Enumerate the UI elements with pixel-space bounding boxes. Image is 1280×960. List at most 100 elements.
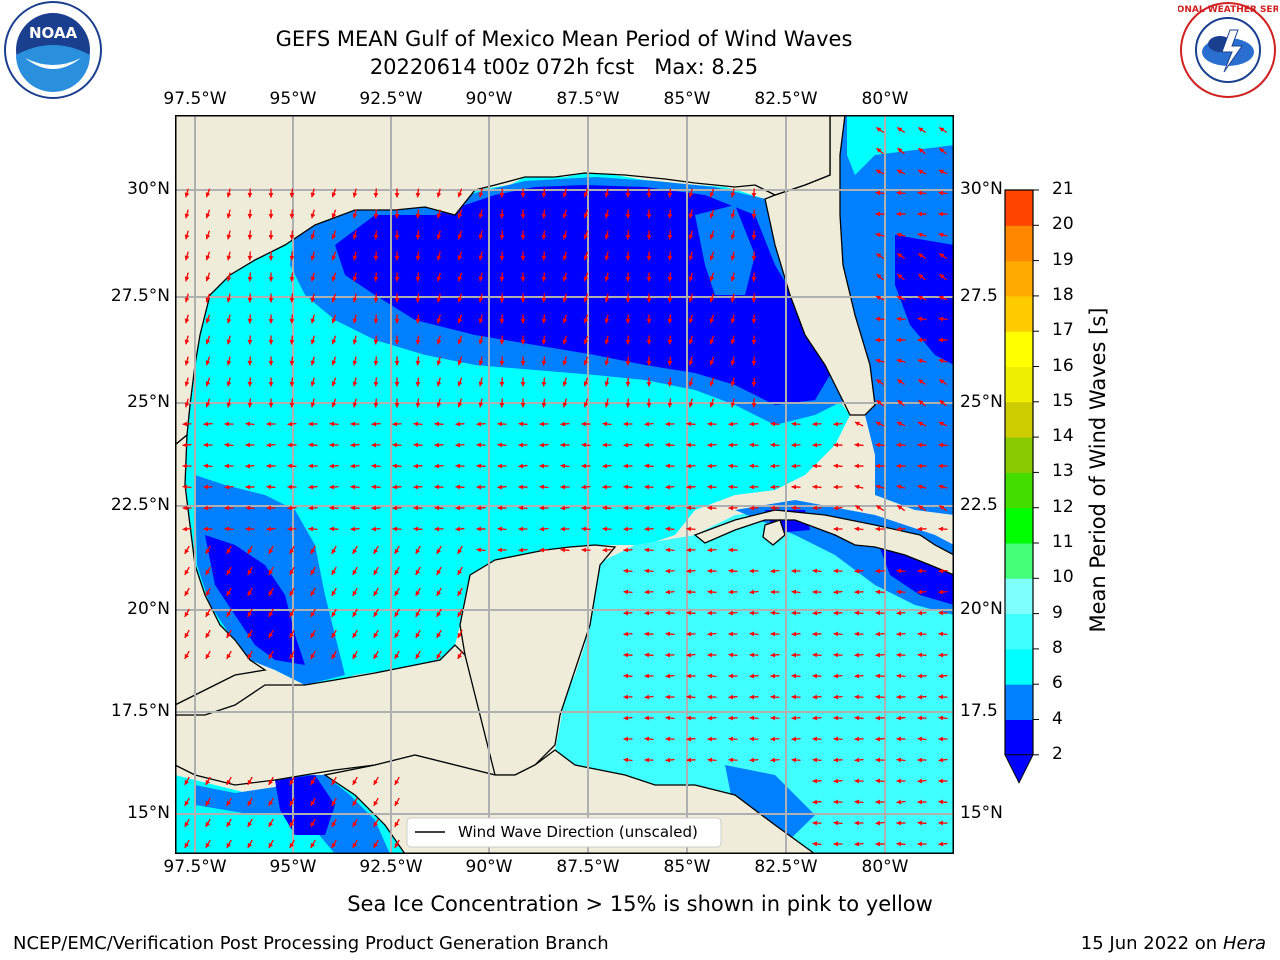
wind-arrow	[394, 818, 400, 828]
wind-arrow	[854, 694, 864, 700]
wind-arrow	[667, 188, 673, 198]
lon-tick-bottom: 90°W	[465, 857, 513, 877]
legend-label: Wind Wave Direction (unscaled)	[458, 823, 698, 841]
wind-arrow	[205, 818, 211, 828]
wind-arrow	[917, 442, 927, 448]
wind-arrow	[331, 209, 337, 219]
lat-tick-right: 30°N	[960, 179, 1003, 199]
wind-arrow	[373, 272, 379, 282]
wind-arrow	[917, 631, 927, 637]
wind-arrow	[749, 694, 759, 700]
wind-arrow	[394, 314, 400, 324]
wind-arrow	[625, 188, 631, 198]
wind-arrow	[203, 484, 213, 490]
wind-arrow	[226, 587, 232, 597]
colorbar-tick-label: 14	[1052, 426, 1074, 447]
wind-arrow	[728, 652, 738, 658]
wind-arrow	[646, 272, 652, 282]
wind-arrow	[833, 799, 843, 805]
wind-arrow	[896, 820, 906, 826]
wind-arrow	[560, 484, 570, 490]
wind-arrow	[413, 505, 423, 511]
wind-arrow	[728, 631, 738, 637]
wind-arrow	[686, 610, 696, 616]
wind-arrow	[331, 251, 337, 261]
wind-arrow	[205, 629, 211, 639]
wind-arrow	[245, 463, 255, 469]
wind-arrow	[791, 505, 801, 511]
wind-arrow	[688, 335, 694, 345]
wind-arrow	[287, 463, 297, 469]
wind-arrow	[644, 610, 654, 616]
wind-arrow	[352, 188, 358, 198]
wind-arrow	[184, 797, 190, 807]
wind-arrow	[226, 230, 232, 240]
wind-arrow	[457, 188, 463, 198]
wind-arrow	[709, 314, 715, 324]
wind-arrow	[749, 610, 759, 616]
wind-arrow	[938, 589, 948, 595]
lat-tick-right: 22.5	[960, 495, 998, 515]
wind-arrow	[289, 776, 295, 786]
wind-arrow	[896, 484, 906, 490]
wind-arrow	[917, 211, 927, 217]
wind-arrow	[623, 421, 633, 427]
wind-arrow	[917, 504, 927, 512]
wind-arrow	[644, 463, 654, 469]
wind-arrow	[896, 526, 906, 532]
wind-arrow	[602, 442, 612, 448]
wind-arrow	[688, 209, 694, 219]
wind-arrow	[184, 293, 190, 303]
wind-arrow	[918, 147, 926, 155]
wind-arrow	[373, 335, 379, 345]
wind-arrow	[350, 484, 360, 490]
wind-arrow	[644, 568, 654, 574]
wind-arrow	[665, 421, 675, 427]
wind-arrow	[329, 505, 339, 511]
wind-arrow	[875, 631, 885, 637]
wind-arrow	[268, 545, 274, 555]
wind-arrow	[939, 399, 947, 407]
wind-arrow	[896, 610, 906, 616]
colorbar-tick-label: 2	[1052, 743, 1063, 764]
wind-arrow	[875, 610, 885, 616]
wind-arrow	[917, 337, 927, 343]
wind-arrow	[938, 799, 948, 805]
wind-arrow	[728, 694, 738, 700]
wind-arrow	[247, 776, 253, 786]
wind-arrow	[938, 610, 948, 616]
wind-arrow	[917, 736, 927, 742]
wind-arrow	[308, 463, 318, 469]
wind-arrow	[373, 629, 379, 639]
wind-arrow	[709, 209, 715, 219]
wind-arrow	[518, 526, 528, 532]
wind-arrow	[623, 610, 633, 616]
wind-arrow	[875, 652, 885, 658]
wind-arrow	[329, 421, 339, 427]
wind-arrow	[373, 545, 379, 555]
wind-arrow	[604, 230, 610, 240]
wind-arrow	[875, 358, 885, 364]
wind-arrow	[709, 293, 715, 303]
wind-arrow	[245, 442, 255, 448]
wind-arrow	[268, 377, 274, 387]
wind-arrow	[707, 484, 717, 490]
lon-tick-bottom: 87.5°W	[556, 857, 620, 877]
wind-arrow	[707, 505, 717, 511]
wind-arrow	[289, 314, 295, 324]
lat-tick-left: 20°N	[127, 599, 170, 619]
wind-arrow	[604, 293, 610, 303]
wind-arrow	[434, 526, 444, 532]
wind-arrow	[583, 251, 589, 261]
wind-arrow	[436, 566, 442, 576]
wind-arrow	[812, 673, 822, 679]
wind-arrow	[751, 398, 757, 408]
wind-arrow	[833, 757, 843, 763]
wind-arrow	[707, 757, 717, 763]
wind-arrow	[875, 126, 885, 134]
wind-arrow	[371, 442, 381, 448]
wind-arrow	[476, 442, 486, 448]
wind-arrow	[854, 589, 864, 595]
wind-arrow	[896, 799, 906, 805]
wind-arrow	[749, 442, 759, 448]
